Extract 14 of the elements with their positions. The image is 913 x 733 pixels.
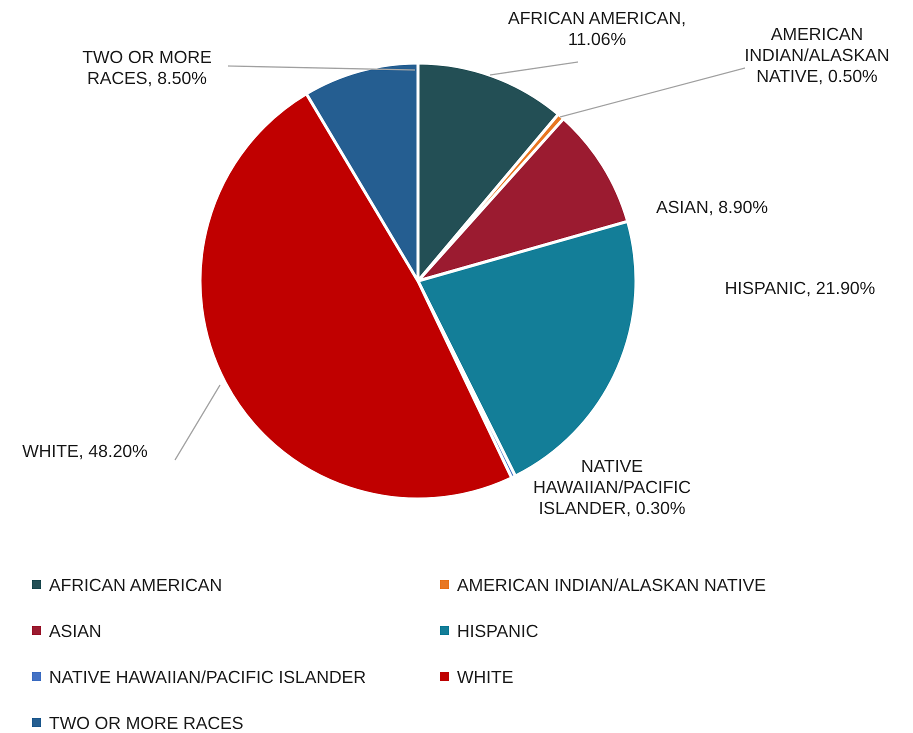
legend-label: HISPANIC	[457, 621, 538, 641]
data-label: NATIVE HAWAIIAN/PACIFIC ISLANDER, 0.30%	[533, 456, 691, 518]
legend-label: WHITE	[457, 667, 514, 687]
data-label: AMERICAN INDIAN/ALASKAN NATIVE, 0.50%	[744, 24, 890, 86]
legend-label: TWO OR MORE RACES	[49, 713, 244, 733]
legend-label: AMERICAN INDIAN/ALASKAN NATIVE	[457, 575, 766, 595]
data-label: HISPANIC, 21.90%	[724, 278, 876, 298]
legend-label: ASIAN	[49, 621, 102, 641]
data-label: ASIAN, 8.90%	[656, 197, 768, 217]
data-label: TWO OR MORE RACES, 8.50%	[82, 47, 212, 88]
legend-label: AFRICAN AMERICAN	[49, 575, 222, 595]
legend-label: NATIVE HAWAIIAN/PACIFIC ISLANDER	[49, 667, 366, 687]
data-label: AFRICAN AMERICAN, 11.06%	[508, 8, 686, 49]
data-label: WHITE, 48.20%	[22, 441, 148, 461]
